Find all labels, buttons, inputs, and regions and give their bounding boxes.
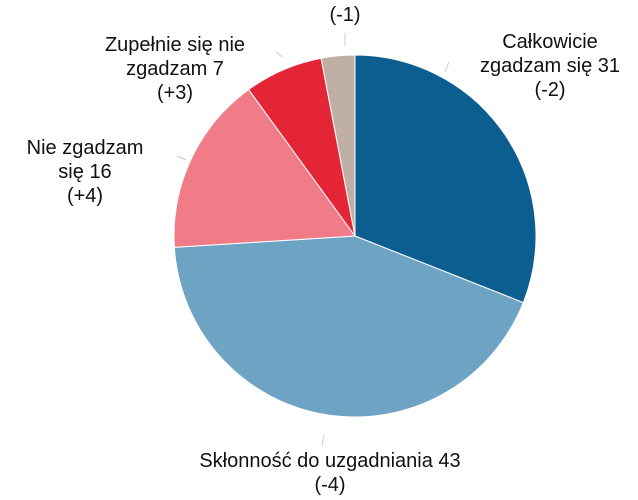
slice-label: Skłonność do uzgadniania 43 (-4) [199, 450, 460, 496]
value-label: 16 [89, 161, 111, 183]
label-line: Zupełnie się nie [105, 34, 245, 56]
value-label: 31 [598, 55, 620, 77]
slice-label: (-1) [329, 4, 360, 26]
leader-line [321, 434, 325, 447]
label-line: zgadzam się [480, 55, 592, 77]
slice-label: Całkowicie zgadzam się 31 (-2) [480, 31, 620, 101]
leader-line [176, 155, 187, 161]
pie-slice [354, 54, 537, 304]
label-line: Całkowicie [502, 31, 598, 53]
change-label: (-4) [314, 474, 345, 496]
change-label: (+4) [67, 185, 103, 207]
change-label: (+3) [157, 82, 193, 104]
pie-slice [320, 54, 356, 237]
change-label: (-2) [534, 79, 565, 101]
slice-label: Nie zgadzam się 16 (+4) [27, 137, 144, 207]
value-label: 7 [213, 58, 224, 80]
leader-line [275, 51, 283, 58]
slice-label: Zupełnie się nie zgadzam 7 (+3) [105, 34, 245, 104]
value-label: 43 [438, 450, 460, 472]
label-line: się [58, 161, 84, 183]
label-line: Nie zgadzam [27, 137, 144, 159]
leader-line [444, 61, 450, 73]
label-line: Skłonność do uzgadniania [199, 450, 433, 472]
pie-slice [173, 88, 356, 248]
change-label: (-1) [329, 4, 360, 26]
pie-slice [173, 235, 524, 418]
label-line: zgadzam [126, 58, 207, 80]
